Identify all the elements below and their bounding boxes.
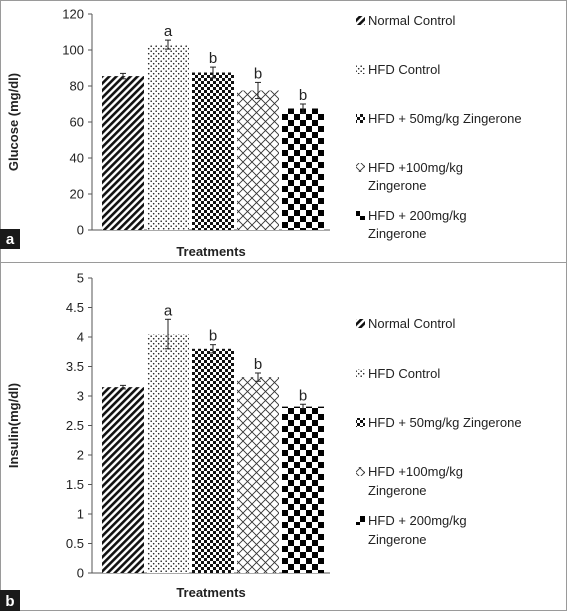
error-bar-1: [120, 72, 126, 80]
bar-2: [147, 334, 189, 573]
error-bar-1: [120, 384, 126, 390]
legend-entry-5: HFD + 200mg/kg Zingerone: [356, 513, 467, 547]
legend-label: HFD +100mg/kg: [368, 464, 463, 479]
legend-entry-3: HFD + 50mg/kg Zingerone: [356, 111, 522, 126]
y-tick-label: 0: [77, 223, 84, 238]
legend-swatch: [356, 114, 365, 123]
error-bar-4: [255, 81, 261, 100]
legend-entry-4: HFD +100mg/kg Zingerone: [356, 464, 463, 498]
panel-label-box: [0, 229, 20, 249]
legend-label: Normal Control: [368, 13, 456, 28]
y-tick-label: 20: [70, 187, 84, 202]
y-tick-label: 60: [70, 115, 84, 130]
legend-entry-2: HFD Control: [356, 366, 440, 381]
significance-label-3: b: [209, 50, 217, 67]
legend-swatch: [356, 418, 365, 427]
y-tick-label: 1.5: [66, 477, 84, 492]
error-bar-3: [210, 66, 216, 79]
significance-label-4: b: [254, 356, 262, 373]
y-tick-label: 40: [70, 151, 84, 166]
bar-5: [282, 108, 324, 230]
legend-label: Zingerone: [368, 532, 427, 547]
bar-3: [192, 72, 234, 230]
legend-swatch: [356, 211, 365, 220]
significance-label-2: a: [164, 302, 173, 319]
legend-swatch: [356, 65, 365, 74]
legend-label: HFD +100mg/kg: [368, 160, 463, 175]
legend-label: HFD + 200mg/kg: [368, 208, 467, 223]
y-tick-label: 2.5: [66, 418, 84, 433]
bar-2: [147, 44, 189, 230]
legend-label: Zingerone: [368, 226, 427, 241]
bar-5: [282, 406, 324, 573]
significance-label-3: b: [209, 328, 217, 345]
x-axis-title: Treatments: [176, 244, 245, 259]
panel-label: a: [6, 231, 15, 248]
legend-swatch: [356, 16, 365, 25]
panel-label-box: [0, 590, 20, 611]
legend-label: HFD Control: [368, 62, 440, 77]
legend-entry-4: HFD +100mg/kg Zingerone: [356, 160, 463, 193]
y-tick-label: 2: [77, 448, 84, 463]
error-bar-5: [300, 103, 306, 114]
y-tick-label: 5: [77, 271, 84, 286]
panel-a: 0 20 40 60 80 100 120 Glucose (mg/dl) Treatments…: [0, 7, 522, 259]
y-tick-label: 4.5: [66, 300, 84, 315]
legend-entry-1: Normal Control: [356, 13, 456, 28]
panel-label: b: [5, 593, 14, 610]
y-axis-title: Glucose (mg/dl): [6, 73, 21, 171]
panel-b: 0 0.5 1 1.5 2 2.5 3 3.5 4 4.5 5 Insulin(mg/dl) Treat…: [0, 271, 522, 611]
error-bar-2: [165, 318, 171, 350]
legend-label: HFD + 200mg/kg: [368, 513, 467, 528]
significance-label-5: b: [299, 387, 307, 404]
bar-1: [102, 76, 144, 230]
y-tick-label: 0: [77, 566, 84, 581]
legend-swatch: [356, 467, 365, 476]
legend-label: HFD + 50mg/kg Zingerone: [368, 415, 522, 430]
legend-label: Zingerone: [368, 178, 427, 193]
error-bar-5: [300, 403, 306, 410]
legend-entry-5: HFD + 200mg/kg Zingerone: [356, 208, 467, 241]
legend-swatch: [356, 163, 365, 172]
y-tick-label: 80: [70, 79, 84, 94]
legend-entry-3: HFD + 50mg/kg Zingerone: [356, 415, 522, 430]
legend-label: Normal Control: [368, 316, 456, 331]
y-tick-label: 120: [62, 7, 84, 22]
x-axis-title: Treatments: [176, 585, 245, 600]
error-bar-4: [255, 372, 261, 382]
legend-swatch: [356, 369, 365, 378]
y-axis-title: Insulin(mg/dl): [6, 383, 21, 468]
error-bar-2: [165, 39, 171, 50]
bar-3: [192, 348, 234, 573]
significance-label-5: b: [299, 87, 307, 104]
bar-4: [237, 90, 279, 230]
y-tick-label: 0.5: [66, 536, 84, 551]
legend-entry-1: Normal Control: [356, 316, 456, 331]
legend-swatch: [356, 319, 365, 328]
bar-1: [102, 387, 144, 573]
significance-label-2: a: [164, 23, 173, 40]
legend-label: HFD + 50mg/kg Zingerone: [368, 111, 522, 126]
y-tick-label: 3.5: [66, 359, 84, 374]
significance-label-4: b: [254, 65, 262, 82]
legend-label: HFD Control: [368, 366, 440, 381]
legend-swatch: [356, 516, 365, 525]
y-tick-label: 3: [77, 389, 84, 404]
error-bar-3: [210, 344, 216, 354]
y-tick-label: 4: [77, 330, 84, 345]
legend-label: Zingerone: [368, 483, 427, 498]
y-tick-label: 100: [62, 43, 84, 58]
legend-entry-2: HFD Control: [356, 62, 440, 77]
y-tick-label: 1: [77, 507, 84, 522]
bar-4: [237, 377, 279, 573]
